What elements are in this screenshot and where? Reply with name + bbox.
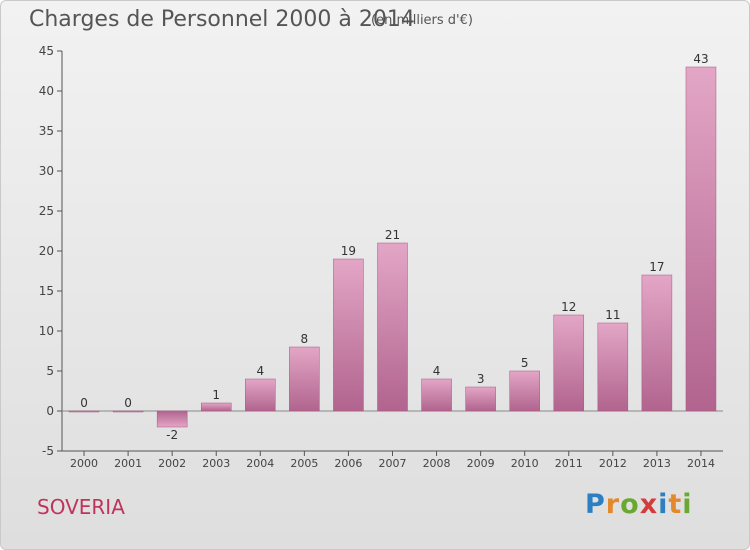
- data-label: 5: [521, 356, 529, 370]
- x-tick-label: 2013: [643, 457, 671, 470]
- chart-subtitle: (en milliers d'€): [371, 13, 473, 28]
- y-tick-label: 40: [39, 84, 54, 98]
- x-tick-label: 2005: [290, 457, 318, 470]
- data-label: -2: [166, 428, 178, 442]
- y-tick-label: 15: [39, 284, 54, 298]
- data-label: 21: [385, 228, 400, 242]
- x-tick-label: 2009: [467, 457, 495, 470]
- y-tick-label: -5: [42, 444, 54, 458]
- bar: [421, 378, 452, 412]
- logo-letter: r: [605, 489, 621, 520]
- x-tick-label: 2011: [555, 457, 583, 470]
- x-tick-label: 2008: [423, 457, 451, 470]
- commune-name: SOVERIA: [37, 495, 125, 519]
- data-label: 3: [477, 372, 485, 386]
- data-label: 17: [649, 260, 664, 274]
- x-tick-label: 2012: [599, 457, 627, 470]
- y-tick-label: 25: [39, 204, 54, 218]
- bar: [553, 314, 585, 412]
- logo-letter: P: [585, 489, 606, 520]
- y-tick-label: 30: [39, 164, 54, 178]
- logo-letter: t: [668, 489, 683, 520]
- data-label: 8: [301, 332, 309, 346]
- x-tick-label: 2004: [246, 457, 274, 470]
- chart-title: Charges de Personnel 2000 à 2014: [29, 7, 415, 32]
- bar: [289, 346, 320, 412]
- bar: [685, 66, 717, 412]
- bar: [245, 378, 276, 412]
- y-tick-label: 10: [39, 324, 54, 338]
- x-tick-label: 2000: [70, 457, 98, 470]
- bar: [156, 410, 188, 428]
- bar: [333, 258, 364, 412]
- bar: [597, 322, 629, 412]
- bar: [641, 274, 673, 412]
- y-tick-label: 0: [46, 404, 54, 418]
- data-label: 4: [256, 364, 264, 378]
- x-tick-label: 2007: [379, 457, 407, 470]
- proxiti-logo: Proxiti: [585, 489, 693, 520]
- x-tick-label: 2006: [334, 457, 362, 470]
- y-tick-label: 5: [46, 364, 54, 378]
- bar: [200, 402, 232, 412]
- x-tick-label: 2001: [114, 457, 142, 470]
- y-tick-label: 35: [39, 124, 54, 138]
- data-label: 0: [80, 396, 88, 410]
- x-tick-label: 2003: [202, 457, 230, 470]
- x-tick-label: 2002: [158, 457, 186, 470]
- data-label: 43: [693, 52, 708, 66]
- y-tick-label: 45: [39, 44, 54, 58]
- logo-letter: o: [620, 489, 640, 520]
- data-label: 1: [212, 388, 220, 402]
- data-label: 12: [561, 300, 576, 314]
- x-tick-label: 2010: [511, 457, 539, 470]
- bar: [68, 410, 100, 413]
- data-label: 0: [124, 396, 132, 410]
- data-label: 19: [341, 244, 356, 258]
- bar: [509, 370, 540, 412]
- data-label: 4: [433, 364, 441, 378]
- logo-letter: i: [658, 489, 669, 520]
- x-tick-label: 2014: [687, 457, 715, 470]
- y-tick-label: 20: [39, 244, 54, 258]
- bar: [377, 242, 408, 412]
- logo-letter: i: [682, 489, 693, 520]
- bar: [465, 386, 496, 412]
- bar: [112, 410, 144, 413]
- logo-letter: x: [639, 489, 659, 520]
- data-label: 11: [605, 308, 620, 322]
